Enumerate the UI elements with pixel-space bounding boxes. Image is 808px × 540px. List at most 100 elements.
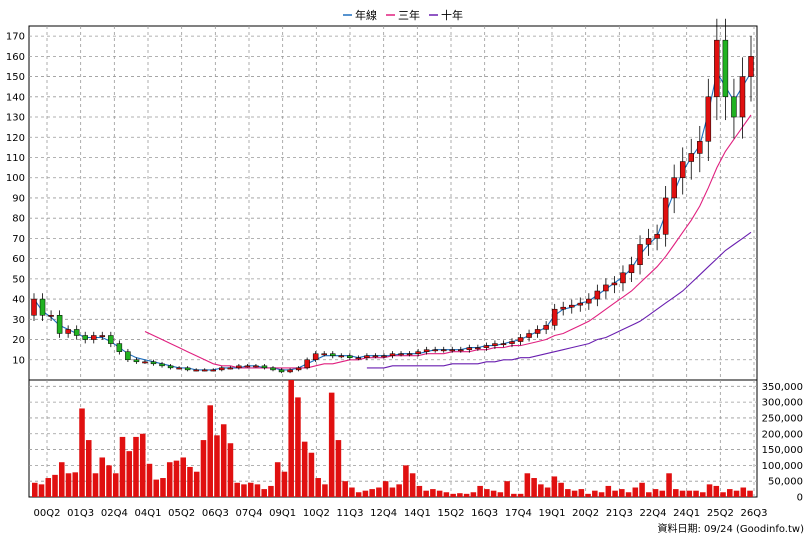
volume-bar	[38, 484, 45, 497]
candle-body	[150, 361, 157, 365]
candle-body	[679, 161, 686, 178]
volume-bar	[632, 487, 639, 497]
volume-bar	[193, 471, 200, 497]
volume-bar	[396, 484, 402, 497]
candle-body	[620, 272, 626, 284]
candle-body	[219, 367, 225, 371]
candle-body	[423, 349, 430, 352]
ma-line-three-year	[144, 114, 752, 369]
x-tick-label: 07Q4	[236, 508, 263, 519]
candle-body	[201, 369, 208, 372]
candle-body	[287, 369, 293, 373]
volume-bar	[531, 478, 537, 497]
volume-bar	[443, 492, 450, 497]
price-tick-label: 90	[12, 193, 25, 204]
candle-body	[449, 349, 455, 352]
candle-body	[253, 365, 259, 368]
candlesticks	[31, 18, 754, 374]
volume-bar	[99, 457, 106, 497]
volume-bar	[106, 465, 112, 497]
candle-body	[389, 353, 396, 356]
price-tick-label: 20	[12, 335, 25, 346]
volume-tick-label: 300,000	[762, 398, 803, 409]
x-tick-label: 21Q3	[606, 508, 633, 519]
volume-bar	[571, 490, 578, 497]
candle-body	[347, 355, 353, 358]
price-tick-label: 150	[6, 72, 25, 83]
x-tick-label: 04Q1	[135, 508, 162, 519]
x-tick-label: 17Q4	[505, 508, 532, 519]
x-tick-label: 06Q3	[202, 508, 229, 519]
volume-bar	[605, 485, 612, 497]
candle-body	[415, 351, 421, 354]
volume-bar	[713, 485, 720, 497]
volume-tick-label: 150,000	[762, 445, 803, 456]
price-tick-label: 160	[6, 52, 25, 63]
candle-body	[705, 96, 712, 142]
volume-bar	[65, 473, 72, 497]
volume-bar	[268, 485, 274, 497]
price-tick-label: 100	[6, 173, 25, 184]
volume-bar	[173, 460, 180, 497]
volume-bar	[679, 490, 686, 497]
x-tick-label: 22Q4	[640, 508, 667, 519]
volume-bar	[706, 484, 713, 497]
price-tick-label: 170	[6, 32, 25, 43]
candle-body	[748, 56, 754, 77]
candle-body	[31, 298, 37, 316]
candle-body	[475, 347, 481, 350]
volume-bar	[119, 436, 126, 497]
candle-body	[372, 355, 379, 358]
price-grid	[29, 26, 757, 380]
candle-body	[458, 349, 464, 352]
volume-bar	[666, 473, 672, 497]
volume-bar	[160, 478, 166, 497]
candle-body	[167, 365, 174, 369]
candle-body	[56, 315, 63, 334]
candle-body	[304, 359, 310, 369]
candle-body	[91, 335, 97, 340]
volume-bar	[180, 457, 186, 497]
volume-bar	[342, 481, 348, 497]
candle-body	[594, 290, 601, 300]
volume-bar	[625, 492, 632, 497]
price-tick-label: 50	[12, 274, 25, 285]
candle-body	[381, 355, 387, 358]
legend-label-three-year: 三年	[398, 8, 420, 22]
volume-bar	[619, 489, 625, 497]
candle-body	[321, 353, 327, 356]
volume-bar	[376, 487, 382, 497]
volume-bar	[538, 484, 544, 497]
candle-body	[739, 76, 746, 118]
volume-bar	[673, 489, 679, 497]
candle-body	[338, 355, 345, 358]
volume-bar	[646, 492, 652, 497]
volume-bar	[740, 487, 747, 497]
candle-body	[236, 365, 242, 369]
x-tick-label: 05Q2	[168, 508, 195, 519]
volume-bar	[45, 478, 52, 497]
x-tick-label: 20Q2	[572, 508, 599, 519]
candle-body	[543, 325, 549, 330]
price-tick-label: 130	[6, 113, 25, 124]
volume-bar	[349, 487, 355, 497]
volume-bar	[524, 473, 531, 497]
candle-body	[628, 264, 635, 274]
candle-body	[312, 353, 319, 361]
candle-body	[509, 341, 515, 344]
volume-bar	[517, 493, 524, 497]
volume-bar	[241, 484, 247, 497]
volume-bar	[720, 492, 726, 497]
volume-bar	[457, 493, 463, 497]
volume-bar	[544, 487, 551, 497]
volume-bar	[423, 490, 429, 497]
volume-bar	[565, 489, 571, 497]
volume-tick-label: 200,000	[762, 429, 803, 440]
volume-bar	[187, 466, 193, 497]
candle-body	[99, 335, 106, 337]
candle-body	[270, 367, 276, 371]
volume-tick-label: 250,000	[762, 413, 803, 424]
candle-body	[432, 349, 438, 352]
candle-body	[551, 308, 558, 326]
candle-body	[697, 141, 703, 154]
